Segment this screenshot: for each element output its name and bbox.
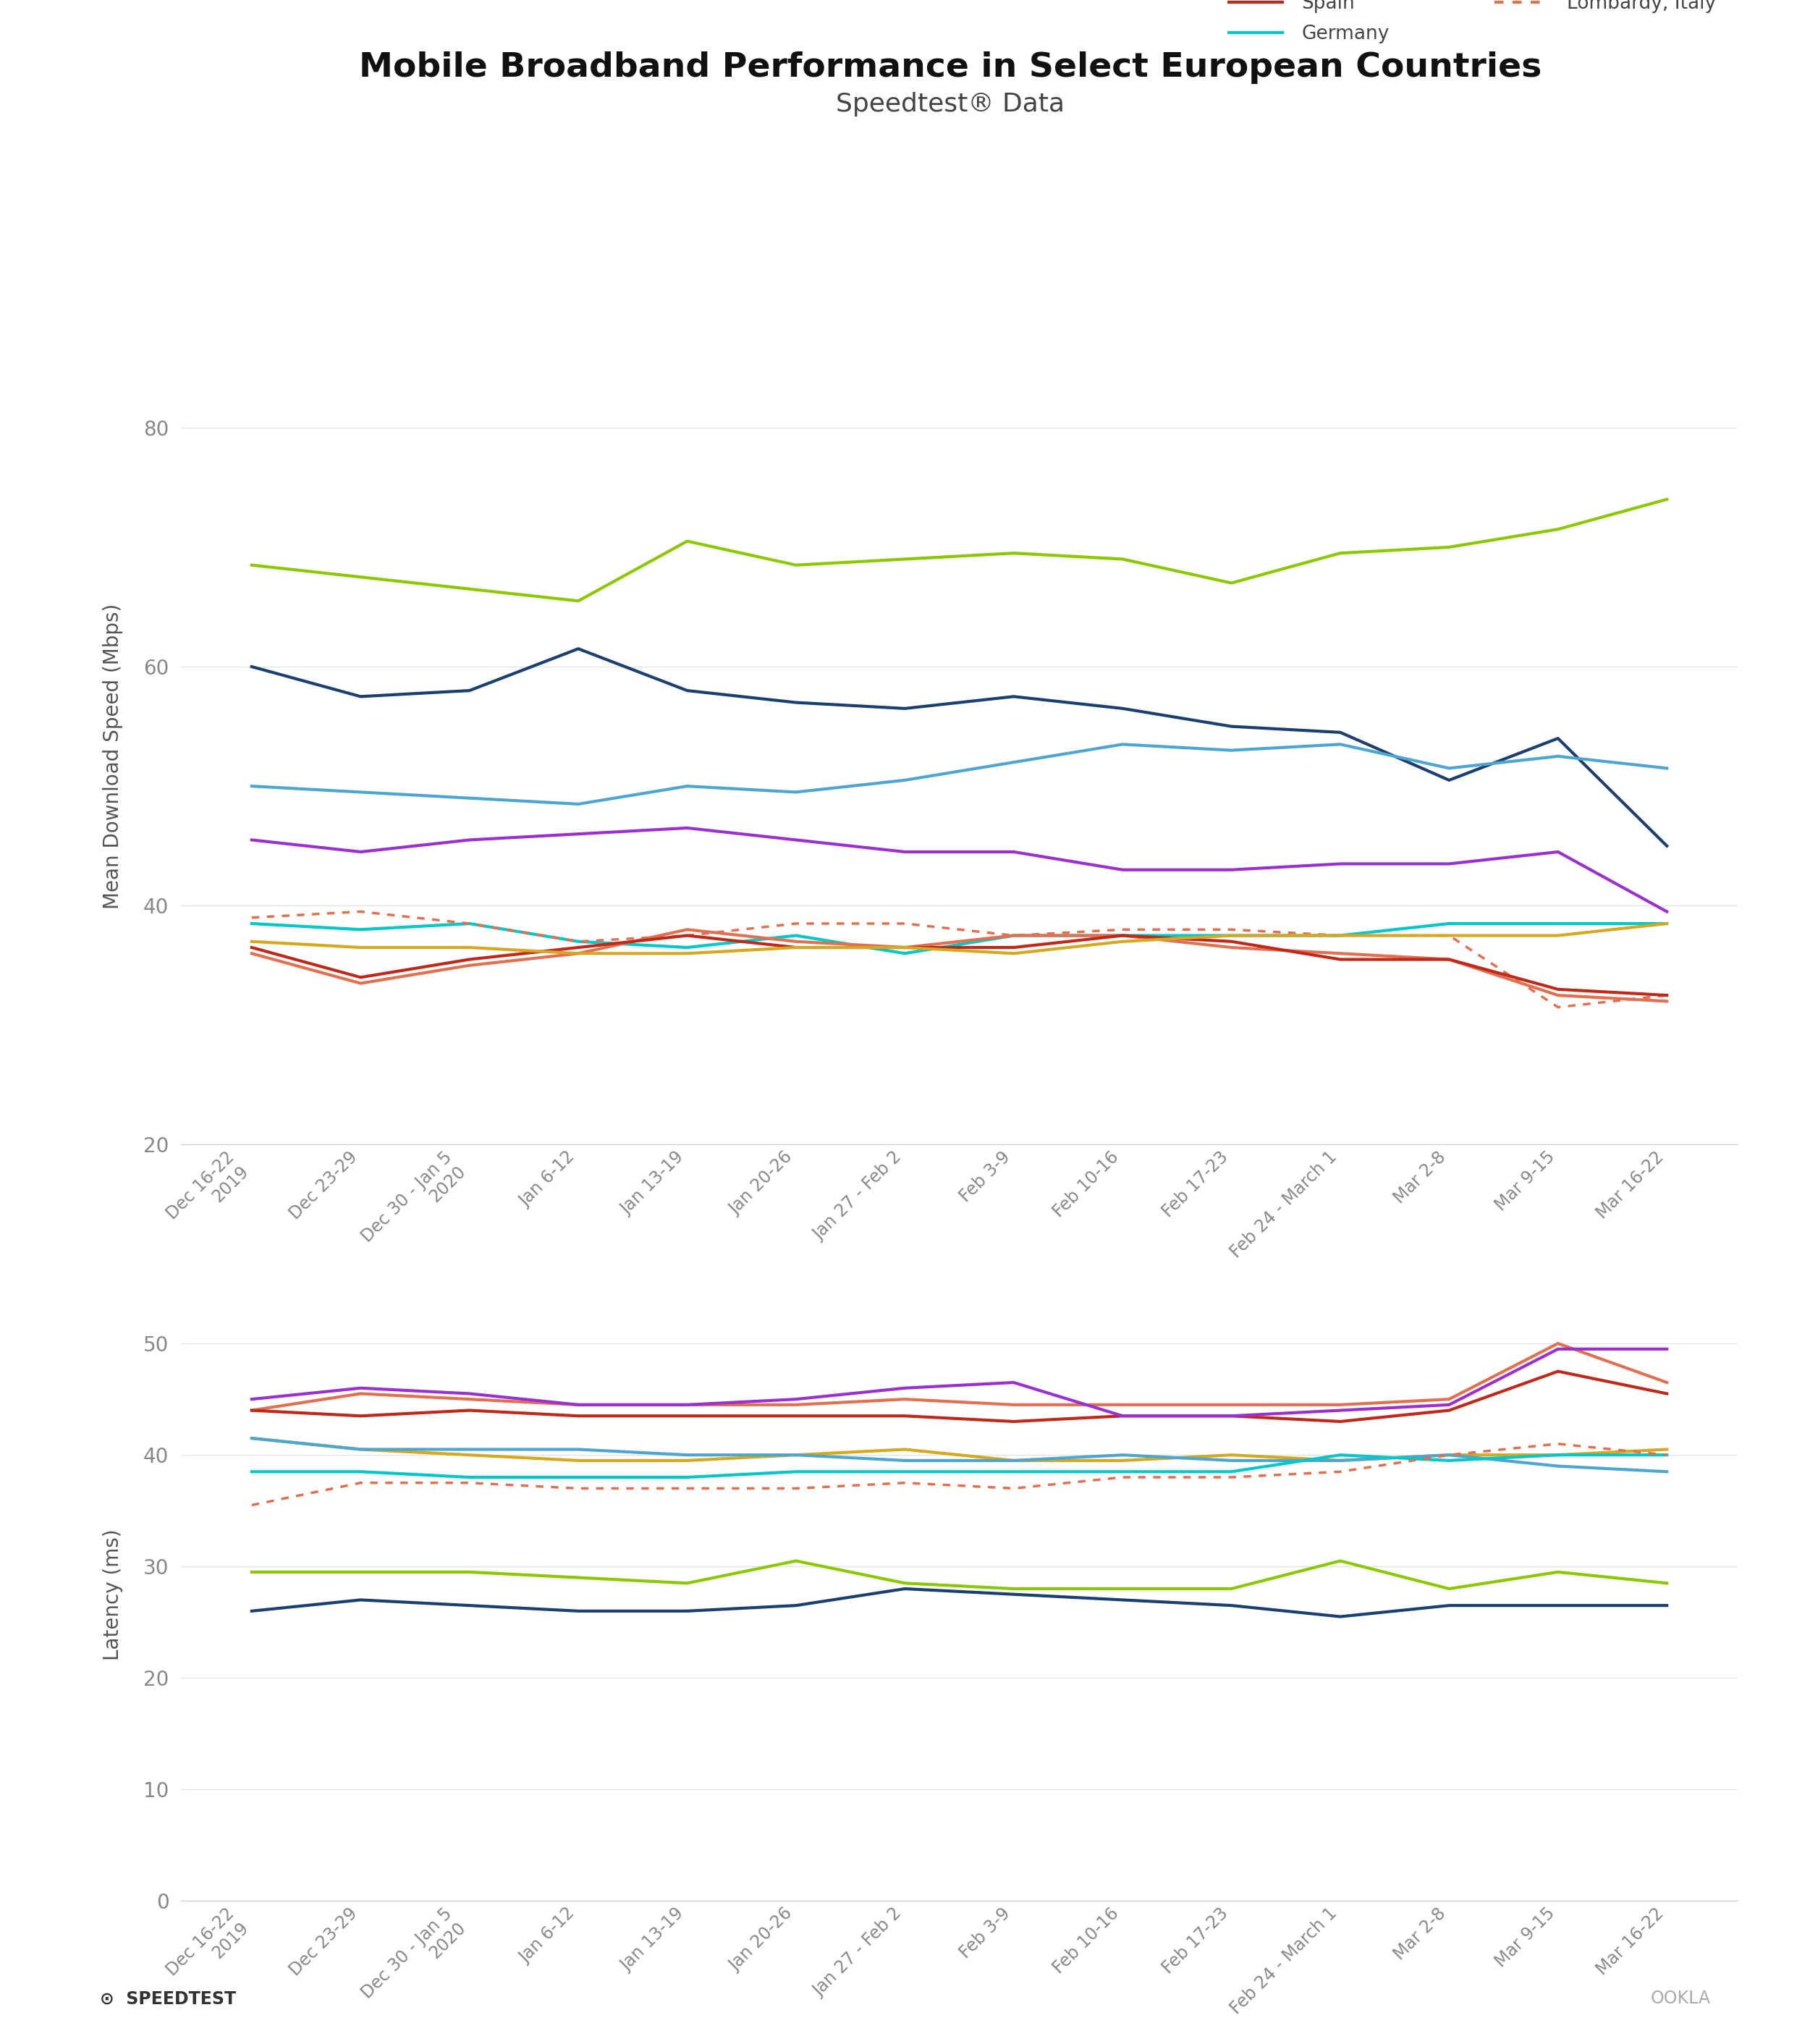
Legend: Austria, Netherlands, France, Spain, Germany, Switzerland, Italy, United Kingdom: Austria, Netherlands, France, Spain, Ger… [1222,0,1729,51]
Y-axis label: Latency (ms): Latency (ms) [103,1529,123,1660]
Text: ⊙  SPEEDTEST: ⊙ SPEEDTEST [100,1991,235,2007]
Text: OOKLA: OOKLA [1651,1991,1710,2007]
Text: Speedtest® Data: Speedtest® Data [836,92,1064,117]
Text: Mobile Broadband Performance in Select European Countries: Mobile Broadband Performance in Select E… [358,51,1542,84]
Y-axis label: Mean Download Speed (Mbps): Mean Download Speed (Mbps) [103,603,123,910]
